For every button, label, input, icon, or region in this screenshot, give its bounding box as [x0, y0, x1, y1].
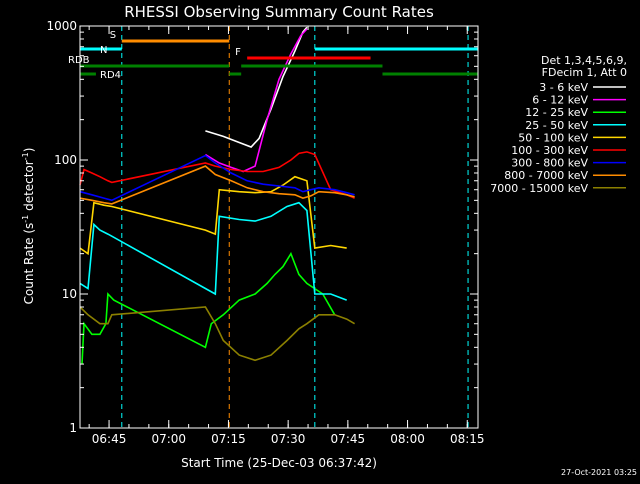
- legend-label-4: 50 - 100 keV: [518, 131, 588, 144]
- y-axis-label-main: Count Rate (s: [22, 223, 36, 305]
- x-axis-label: Start Time (25-Dec-03 06:37:42): [181, 456, 377, 470]
- legend-header-1: FDecim 1, Att 0: [542, 66, 627, 79]
- legend-label-5: 100 - 300 keV: [511, 144, 588, 157]
- series-line-5: [79, 151, 355, 199]
- y-axis-label: Count Rate (s-1 detector-1): [21, 148, 36, 305]
- legend-header-0: Det 1,3,4,5,6,9,: [541, 54, 627, 67]
- y-axis-label-sup2: -1: [21, 152, 30, 160]
- series-line-6: [79, 154, 355, 202]
- legend-label-2: 12 - 25 keV: [525, 106, 588, 119]
- y-axis-label-mid: detector: [22, 160, 36, 215]
- legend: Det 1,3,4,5,6,9,FDecim 1, Att 0 3 - 6 keV…: [490, 54, 627, 195]
- series-line-0: [205, 26, 308, 148]
- plot-area: SN F RDB RD4 06:45 07:00 07:15 07:30 07:45 08:00 0…: [46, 19, 484, 446]
- timestamp: 27-Oct-2021 03:25: [561, 468, 637, 477]
- x-tick-label-4: 07:45: [331, 432, 366, 446]
- series-line-4: [79, 175, 347, 256]
- mode-bar-label-0: S: [110, 30, 116, 41]
- series-line-7: [79, 165, 355, 205]
- x-tick-label-3: 07:30: [271, 432, 306, 446]
- y-axis-label-sup1: -1: [21, 215, 30, 223]
- legend-label-8: 7000 - 15000 keV: [490, 182, 588, 195]
- x-tick-label-2: 07:15: [211, 432, 246, 446]
- chart-title: RHESSI Observing Summary Count Rates: [124, 3, 434, 21]
- legend-label-7: 800 - 7000 keV: [504, 169, 588, 182]
- y-tick-label-0: 1: [69, 421, 77, 435]
- y-tick-label-2: 100: [54, 153, 77, 167]
- legend-label-6: 300 - 800 keV: [511, 157, 588, 170]
- legend-label-0: 3 - 6 keV: [539, 81, 588, 94]
- x-tick-label-0: 06:45: [92, 432, 127, 446]
- x-tick-label-5: 08:00: [390, 432, 425, 446]
- mode-bar-label-1: N: [100, 45, 107, 56]
- series-line-2: [81, 251, 336, 365]
- x-tick-label-6: 08:15: [450, 432, 485, 446]
- series-line-3: [79, 201, 347, 301]
- mode-bar-label-4: RDB: [68, 55, 90, 66]
- series-line-8: [79, 306, 356, 362]
- y-axis-label-end: ): [22, 148, 36, 153]
- mode-bar-label-3: F: [235, 47, 241, 58]
- axes-frame: [79, 25, 479, 429]
- legend-label-1: 6 - 12 keV: [532, 94, 588, 107]
- mode-bar-label-6: RD4: [100, 70, 121, 81]
- y-tick-label-1: 10: [62, 287, 77, 301]
- x-tick-label-1: 07:00: [151, 432, 186, 446]
- series-line-1: [204, 28, 308, 173]
- y-tick-label-3: 1000: [46, 19, 77, 33]
- legend-label-3: 25 - 50 keV: [525, 119, 588, 132]
